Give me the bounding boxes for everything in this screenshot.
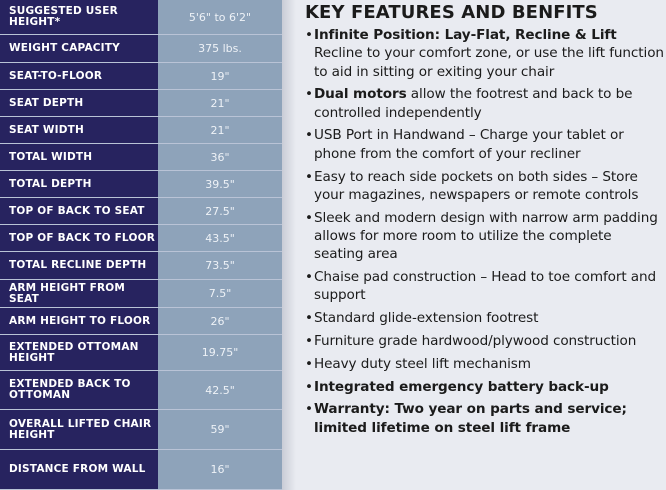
table-shadow: [282, 0, 296, 490]
spec-label: SEAT WIDTH: [0, 117, 158, 143]
spec-label: TOTAL DEPTH: [0, 171, 158, 197]
feature-text: Chaise pad construction – Head to toe co…: [314, 269, 657, 304]
bullet-icon: •: [305, 86, 313, 103]
bullet-icon: •: [305, 168, 313, 185]
feature-text: Furniture grade hardwood/plywood constru…: [314, 332, 637, 349]
spec-value: 5'6" to 6'2": [158, 0, 282, 34]
feature-text: Heavy duty steel lift mechanism: [314, 355, 531, 372]
spec-label: TOP OF BACK TO FLOOR: [0, 225, 158, 251]
spec-row: TOP OF BACK TO FLOOR 43.5": [0, 225, 282, 252]
spec-label: ARM HEIGHT FROM SEAT: [0, 280, 158, 307]
bullet-icon: •: [305, 401, 313, 418]
spec-value: 7.5": [158, 280, 282, 307]
spec-row: TOP OF BACK TO SEAT 27.5": [0, 198, 282, 225]
spec-value: 16": [158, 450, 282, 489]
feature-item: • Infinite Position: Lay-Flat, Recline & …: [305, 26, 665, 81]
features-list: • Infinite Position: Lay-Flat, Recline & …: [305, 26, 665, 437]
feature-text: Standard glide-extension footrest: [314, 310, 539, 327]
spec-value: 19": [158, 63, 282, 89]
feature-item: • Dual motors allow the footrest and back…: [305, 85, 665, 122]
bullet-icon: •: [305, 332, 313, 349]
spec-value: 375 lbs.: [158, 35, 282, 62]
feature-item: • Standard glide-extension footrest: [305, 309, 665, 327]
spec-value: 42.5": [158, 371, 282, 409]
feature-item: • Heavy duty steel lift mechanism: [305, 355, 665, 373]
spec-label: ARM HEIGHT TO FLOOR: [0, 308, 158, 334]
features-title: KEY FEATURES AND BENFITS: [305, 2, 598, 23]
spec-value: 19.75": [158, 335, 282, 370]
spec-value: 39.5": [158, 171, 282, 197]
spec-table: SUGGESTED USER HEIGHT* 5'6" to 6'2" WEIGHT…: [0, 0, 282, 490]
feature-item: • Easy to reach side pockets on both side…: [305, 168, 665, 205]
spec-row: TOTAL DEPTH 39.5": [0, 171, 282, 198]
spec-value: 73.5": [158, 252, 282, 279]
spec-label: WEIGHT CAPACITY: [0, 35, 158, 62]
spec-label: EXTENDED OTTOMAN HEIGHT: [0, 335, 158, 370]
spec-row: ARM HEIGHT TO FLOOR 26": [0, 308, 282, 335]
spec-row: OVERALL LIFTED CHAIR HEIGHT 59": [0, 410, 282, 450]
features-panel: KEY FEATURES AND BENFITS • Infinite Posit…: [305, 2, 665, 441]
feature-item: • Chaise pad construction – Head to toe c…: [305, 268, 665, 305]
spec-row: SUGGESTED USER HEIGHT* 5'6" to 6'2": [0, 0, 282, 35]
spec-row: WEIGHT CAPACITY 375 lbs.: [0, 35, 282, 63]
spec-value: 27.5": [158, 198, 282, 224]
feature-text: Recline to your comfort zone, or use the…: [314, 45, 664, 80]
bullet-icon: •: [305, 355, 313, 372]
spec-value: 21": [158, 117, 282, 143]
feature-item: • Integrated emergency battery back-up: [305, 378, 665, 396]
spec-value: 36": [158, 144, 282, 170]
spec-row: DISTANCE FROM WALL 16": [0, 450, 282, 490]
spec-row: SEAT-TO-FLOOR 19": [0, 63, 282, 90]
spec-row: TOTAL WIDTH 36": [0, 144, 282, 171]
feature-item: • Furniture grade hardwood/plywood constr…: [305, 332, 665, 350]
spec-row: ARM HEIGHT FROM SEAT 7.5": [0, 280, 282, 308]
spec-row: SEAT DEPTH 21": [0, 90, 282, 117]
feature-bold-text: Warranty: Two year on parts and service;…: [314, 401, 627, 436]
bullet-icon: •: [305, 127, 313, 144]
feature-item: • Warranty: Two year on parts and service…: [305, 400, 665, 437]
spec-label: TOTAL RECLINE DEPTH: [0, 252, 158, 279]
spec-label: DISTANCE FROM WALL: [0, 450, 158, 489]
feature-bold-text: Infinite Position: Lay-Flat, Recline & L…: [314, 27, 617, 43]
bullet-icon: •: [305, 310, 313, 327]
spec-label: SEAT-TO-FLOOR: [0, 63, 158, 89]
spec-value: 26": [158, 308, 282, 334]
feature-text: USB Port in Handwand – Charge your table…: [314, 127, 624, 162]
feature-text: allow the footrest and back to be contro…: [314, 86, 633, 121]
spec-label: EXTENDED BACK TO OTTOMAN: [0, 371, 158, 409]
spec-label: TOTAL WIDTH: [0, 144, 158, 170]
spec-value: 59": [158, 410, 282, 449]
bullet-icon: •: [305, 209, 313, 226]
feature-item: • Sleek and modern design with narrow arm…: [305, 209, 665, 264]
feature-text: Sleek and modern design with narrow arm …: [314, 209, 658, 263]
spec-row: SEAT WIDTH 21": [0, 117, 282, 144]
spec-label: SUGGESTED USER HEIGHT*: [0, 0, 158, 34]
feature-bold-text: Dual motors: [314, 86, 407, 103]
spec-row: EXTENDED BACK TO OTTOMAN 42.5": [0, 371, 282, 410]
spec-label: OVERALL LIFTED CHAIR HEIGHT: [0, 410, 158, 449]
bullet-icon: •: [305, 269, 313, 286]
spec-label: TOP OF BACK TO SEAT: [0, 198, 158, 224]
spec-label: SEAT DEPTH: [0, 90, 158, 116]
feature-text: Easy to reach side pockets on both sides…: [314, 168, 639, 203]
feature-item: • USB Port in Handwand – Charge your tabl…: [305, 126, 665, 163]
feature-bold-text: Integrated emergency battery back-up: [314, 378, 609, 395]
bullet-icon: •: [305, 378, 313, 395]
spec-value: 21": [158, 90, 282, 116]
spec-value: 43.5": [158, 225, 282, 251]
spec-row: EXTENDED OTTOMAN HEIGHT 19.75": [0, 335, 282, 371]
spec-row: TOTAL RECLINE DEPTH 73.5": [0, 252, 282, 280]
bullet-icon: •: [305, 27, 313, 43]
